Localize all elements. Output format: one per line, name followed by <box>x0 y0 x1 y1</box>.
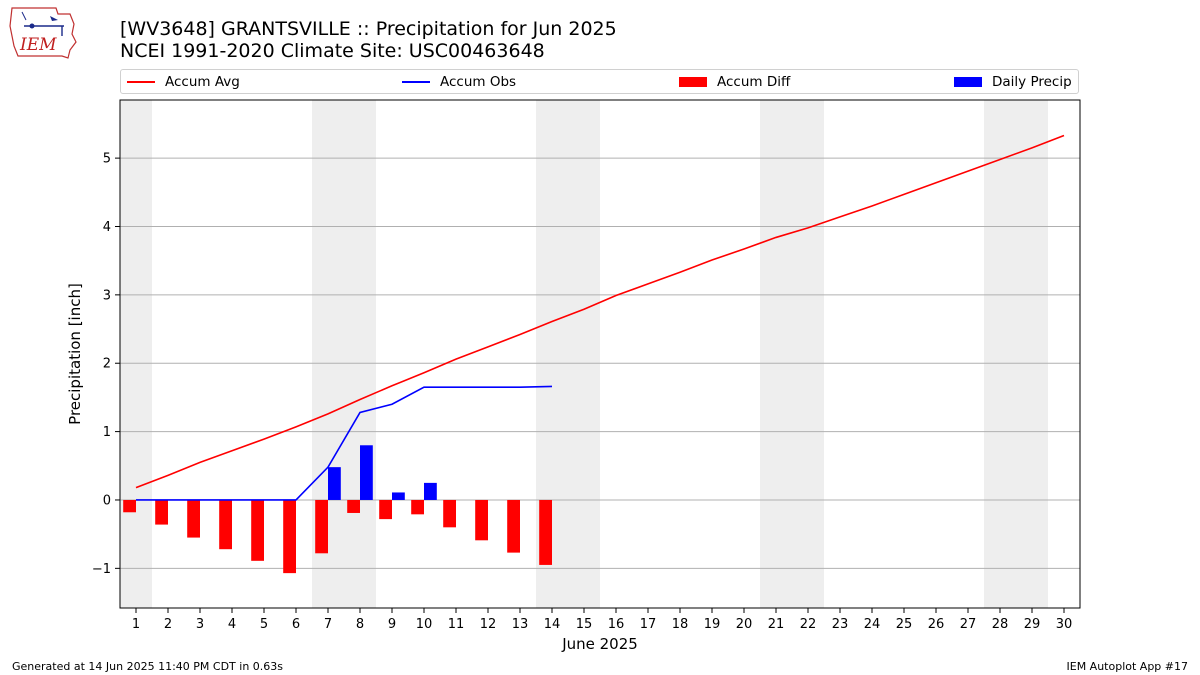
y-tick-label-1: 0 <box>103 493 111 508</box>
x-tick-label-22: 22 <box>800 617 817 632</box>
legend-item-accum-obs: Accum Obs <box>402 70 516 93</box>
daily-precip-bar-8 <box>360 445 373 500</box>
x-tick-label-18: 18 <box>672 617 689 632</box>
x-tick-label-20: 20 <box>736 617 753 632</box>
y-axis: −1 0 1 2 3 4 5 <box>92 152 120 577</box>
plot-frame <box>119 99 1081 609</box>
x-tick-label-8: 8 <box>356 617 364 632</box>
x-tick-label-17: 17 <box>640 617 657 632</box>
accum-diff-bar-8 <box>347 499 360 513</box>
svg-text:IEM: IEM <box>19 35 57 55</box>
accum-diff-bar-12 <box>475 499 488 541</box>
y-tick-label-2: 1 <box>103 425 111 440</box>
weekend-band-4 <box>984 100 1048 608</box>
accum-diff-bar-13 <box>507 499 520 553</box>
generated-timestamp: Generated at 14 Jun 2025 11:40 PM CDT in… <box>12 660 284 673</box>
y-axis-title: Precipitation [inch] <box>66 283 84 425</box>
accum-avg-line <box>135 134 1065 489</box>
y-tick-label-4: 3 <box>103 288 111 303</box>
legend-item-daily-precip: Daily Precip <box>954 70 1072 93</box>
x-tick-label-16: 16 <box>608 617 625 632</box>
chart-legend: Accum Avg Accum Obs Accum Diff Daily Pre… <box>120 69 1079 94</box>
chart-title: [WV3648] GRANTSVILLE :: Precipitation fo… <box>120 18 617 40</box>
y-gridlines <box>120 157 1080 569</box>
legend-label-daily-precip: Daily Precip <box>992 73 1072 90</box>
daily-precip-bar-10 <box>424 482 437 500</box>
daily-precip-bar-9 <box>392 492 405 500</box>
x-tick-label-6: 6 <box>292 617 300 632</box>
accum-diff-bar-1 <box>123 499 136 513</box>
app-credit: IEM Autoplot App #17 <box>1066 660 1189 673</box>
accum-diff-bar-2 <box>155 499 168 525</box>
x-tick-label-28: 28 <box>992 617 1009 632</box>
accum-diff-bar-3 <box>187 499 200 538</box>
x-tick-label-5: 5 <box>260 617 268 632</box>
y-tick-label-5: 4 <box>103 220 111 235</box>
x-tick-label-19: 19 <box>704 617 721 632</box>
accum-diff-bar-6 <box>283 499 296 574</box>
x-tick-label-2: 2 <box>164 617 172 632</box>
y-tick-label-0: −1 <box>92 562 111 577</box>
x-tick-label-29: 29 <box>1024 617 1041 632</box>
x-tick-label-23: 23 <box>832 617 849 632</box>
legend-label-accum-obs: Accum Obs <box>440 73 517 90</box>
x-tick-label-15: 15 <box>576 617 593 632</box>
x-tick-label-4: 4 <box>228 617 236 632</box>
x-tick-label-30: 30 <box>1056 617 1073 632</box>
accum-diff-bar-5 <box>251 499 264 561</box>
accum-diff-bar-14 <box>539 499 552 565</box>
y-tick-label-6: 5 <box>103 152 111 167</box>
x-tick-label-12: 12 <box>480 617 497 632</box>
accum-diff-bar-4 <box>219 499 232 550</box>
iem-logo: IEM <box>9 7 77 59</box>
x-axis: 1 2 3 4 5 6 7 8 9 10 11 12 13 14 15 16 17 18 19 20 21 22 23 24 2… <box>132 608 1072 632</box>
chart-subtitle: NCEI 1991-2020 Climate Site: USC00463648 <box>120 40 545 62</box>
accum-diff-bar-9 <box>379 499 392 520</box>
x-tick-label-26: 26 <box>928 617 945 632</box>
x-tick-label-9: 9 <box>388 617 396 632</box>
weekend-band-3 <box>760 100 824 608</box>
y-tick-label-3: 2 <box>103 357 111 372</box>
legend-item-accum-diff: Accum Diff <box>679 70 790 93</box>
x-tick-label-7: 7 <box>324 617 332 632</box>
legend-item-accum-avg: Accum Avg <box>127 70 240 93</box>
legend-label-accum-avg: Accum Avg <box>165 73 240 90</box>
x-axis-title: June 2025 <box>561 635 638 653</box>
legend-swatch-accum-diff <box>679 76 707 87</box>
daily-precip-bar-7 <box>328 467 341 500</box>
x-tick-label-21: 21 <box>768 617 785 632</box>
weekend-band-0 <box>120 100 152 608</box>
x-tick-label-1: 1 <box>132 617 140 632</box>
x-tick-label-13: 13 <box>512 617 529 632</box>
x-tick-label-27: 27 <box>960 617 977 632</box>
legend-swatch-accum-obs <box>402 80 430 83</box>
x-tick-label-24: 24 <box>864 617 881 632</box>
line-layer <box>135 134 1065 501</box>
x-tick-label-3: 3 <box>196 617 204 632</box>
x-tick-label-25: 25 <box>896 617 913 632</box>
bar-layer <box>123 445 552 574</box>
x-tick-label-11: 11 <box>448 617 465 632</box>
accum-diff-bar-11 <box>443 499 456 528</box>
x-tick-label-14: 14 <box>544 617 561 632</box>
legend-swatch-daily-precip <box>954 76 982 87</box>
accum-obs-line <box>136 385 553 501</box>
x-tick-label-10: 10 <box>416 617 433 632</box>
weekend-shading <box>120 100 1048 608</box>
accum-diff-bar-10 <box>411 499 424 515</box>
legend-swatch-accum-avg <box>127 80 155 83</box>
accum-diff-bar-7 <box>315 499 328 554</box>
legend-label-accum-diff: Accum Diff <box>717 73 791 90</box>
